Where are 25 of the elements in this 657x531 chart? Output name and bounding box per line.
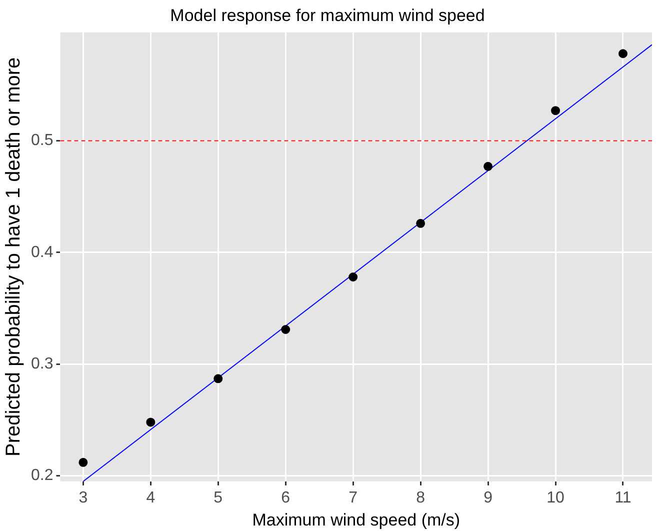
y-tick-label: 0.4	[30, 244, 54, 261]
y-axis-title: Predicted probability to have 1 death or more	[2, 57, 25, 456]
point	[484, 162, 493, 171]
point	[146, 418, 156, 427]
x-tick-label: 8	[416, 489, 426, 506]
y-tick-label: 0.5	[30, 132, 54, 150]
x-tick-label: 3	[78, 489, 88, 506]
point	[78, 458, 88, 467]
x-tick-label: 11	[614, 489, 632, 506]
y-tick-label: 0.3	[30, 356, 54, 373]
chart-title: Model response for maximum wind speed	[170, 6, 485, 25]
x-tick-label: 4	[146, 489, 156, 506]
point	[348, 272, 358, 282]
point	[551, 106, 560, 116]
y-tick-label: 0.2	[30, 467, 54, 484]
x-tick-label: 9	[484, 489, 493, 506]
x-tick-label: 7	[348, 489, 358, 506]
x-tick-label: 10	[546, 489, 565, 506]
x-tick-label: 5	[214, 489, 223, 506]
point	[618, 49, 628, 58]
point	[281, 325, 290, 334]
x-tick-label: 6	[281, 489, 290, 506]
x-axis-title: Maximum wind speed (m/s)	[252, 510, 460, 530]
point	[416, 218, 426, 228]
point	[214, 374, 223, 384]
